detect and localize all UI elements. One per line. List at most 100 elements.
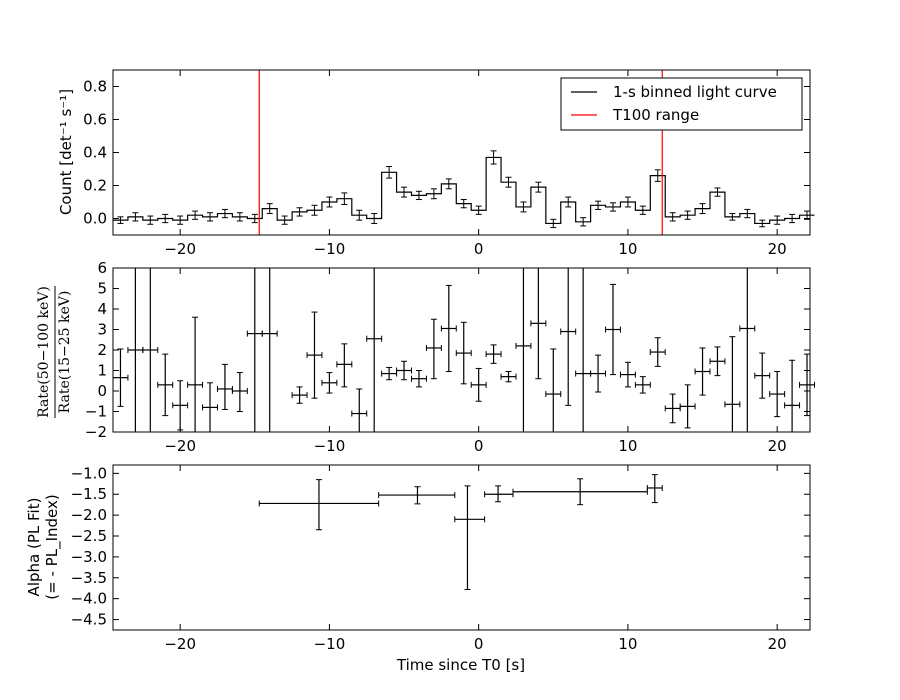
light-curve-errorbar bbox=[281, 215, 288, 225]
hardness-xtick-label: 0 bbox=[474, 437, 484, 455]
light-curve-errorbar bbox=[177, 215, 184, 225]
hardness-point bbox=[157, 353, 174, 417]
light-curve-xtick-label: 0 bbox=[474, 240, 484, 258]
alpha-ytick-label: −4.5 bbox=[71, 611, 107, 629]
light-curve-errorbar bbox=[774, 215, 781, 225]
hardness-xtick-label: 10 bbox=[618, 437, 637, 455]
hardness-point bbox=[545, 348, 562, 432]
hardness-point bbox=[261, 268, 278, 432]
hardness-point bbox=[187, 316, 204, 432]
alpha-ytick-label: −3.5 bbox=[71, 569, 107, 587]
legend-label-light-curve: 1-s binned light curve bbox=[613, 83, 777, 101]
hardness-point bbox=[649, 337, 666, 367]
hardness-point bbox=[754, 352, 771, 399]
light-curve-errorbar bbox=[684, 210, 691, 220]
hardness-point bbox=[455, 321, 472, 385]
light-curve-errorbar bbox=[251, 213, 258, 224]
light-curve-errorbar bbox=[371, 213, 378, 224]
light-curve-errorbar bbox=[609, 202, 616, 212]
legend-box bbox=[560, 77, 803, 131]
alpha-point bbox=[454, 485, 486, 590]
hardness-point bbox=[336, 343, 353, 388]
hardness-point bbox=[799, 353, 815, 417]
alpha-xtick-label: −10 bbox=[314, 635, 346, 653]
hardness-point bbox=[709, 346, 726, 377]
hardness-point bbox=[590, 354, 607, 393]
light-curve-errorbar bbox=[147, 215, 154, 225]
light-curve-errorbar bbox=[624, 196, 631, 208]
alpha-xtick-label: 0 bbox=[474, 635, 484, 653]
light-curve-errorbar bbox=[207, 212, 214, 222]
alpha-ylabel-line1: Alpha (PL Fit) bbox=[25, 498, 43, 597]
light-curve-errorbar bbox=[565, 196, 572, 208]
alpha-ytick-label: −1.5 bbox=[71, 485, 107, 503]
light-curve-errorbar bbox=[804, 210, 811, 220]
alpha-point bbox=[378, 486, 456, 505]
light-curve-xtick-label: −10 bbox=[314, 240, 346, 258]
light-curve-errorbar bbox=[744, 208, 751, 219]
alpha-point bbox=[484, 485, 514, 503]
light-curve-errorbar bbox=[132, 212, 139, 222]
alpha-xtick-label: 10 bbox=[618, 635, 637, 653]
alpha-xtick-label: −20 bbox=[164, 635, 196, 653]
light-curve-ytick-label: 0.2 bbox=[83, 177, 107, 195]
hardness-point bbox=[724, 336, 741, 432]
hardness-point bbox=[216, 363, 233, 410]
light-curve-errorbar bbox=[266, 203, 273, 215]
alpha-xtick-label: 20 bbox=[768, 635, 787, 653]
legend-label-t100: T100 range bbox=[612, 106, 699, 124]
light-curve-xtick-label: −20 bbox=[164, 240, 196, 258]
hardness-point bbox=[694, 347, 711, 396]
alpha-point bbox=[512, 478, 648, 506]
hardness-point bbox=[366, 268, 383, 432]
light-curve-xtick-label: 20 bbox=[768, 240, 787, 258]
alpha-point bbox=[646, 474, 663, 504]
light-curve-errorbar bbox=[356, 209, 363, 221]
light-curve-errorbar bbox=[639, 205, 646, 215]
light-curve-errorbar bbox=[326, 196, 333, 208]
light-curve-errorbar bbox=[221, 208, 228, 219]
light-curve-errorbar bbox=[490, 150, 497, 165]
alpha-axes-frame bbox=[112, 464, 811, 631]
light-curve-errorbar bbox=[654, 169, 661, 182]
hardness-ylabel-numerator: Rate(50−100 keV) bbox=[36, 286, 52, 418]
hardness-point bbox=[560, 268, 577, 406]
light-curve-errorbar bbox=[595, 200, 602, 210]
alpha-plot-area bbox=[113, 465, 810, 630]
hardness-ytick-label: 4 bbox=[97, 300, 107, 318]
light-curve-errorbar bbox=[520, 201, 527, 213]
hardness-ytick-label: 1 bbox=[97, 362, 107, 380]
alpha-ytick-label: −2.5 bbox=[71, 527, 107, 545]
hardness-ytick-label: −2 bbox=[85, 423, 107, 441]
hardness-point bbox=[470, 367, 487, 402]
hardness-point bbox=[396, 360, 413, 381]
hardness-point bbox=[485, 344, 502, 364]
hardness-point bbox=[172, 380, 189, 431]
light-curve-errorbar bbox=[341, 192, 348, 205]
hardness-point bbox=[321, 372, 338, 394]
hardness-ylabel: Rate(50−100 keV) Rate(15−25 keV) bbox=[36, 286, 73, 418]
hardness-xtick-label: 20 bbox=[768, 437, 787, 455]
alpha-ytick-label: −4.0 bbox=[71, 590, 107, 608]
light-curve-ylabel: Count [det⁻¹ s⁻¹] bbox=[57, 89, 75, 215]
alpha-ytick-label: −1.0 bbox=[71, 464, 107, 482]
hardness-point bbox=[769, 371, 786, 418]
light-curve-errorbar bbox=[580, 217, 587, 227]
light-curve-errorbar bbox=[236, 212, 243, 222]
hardness-ylabel-denominator: Rate(15−25 keV) bbox=[57, 291, 73, 414]
hardness-ytick-label: 6 bbox=[97, 259, 107, 277]
light-curve-errorbar bbox=[550, 218, 557, 229]
hardness-ytick-label: −1 bbox=[85, 403, 107, 421]
light-curve-ytick-label: 0.0 bbox=[83, 210, 107, 228]
hardness-xtick-label: −10 bbox=[314, 437, 346, 455]
light-curve-errorbar bbox=[699, 203, 706, 215]
light-curve-xtick-label: 10 bbox=[618, 240, 637, 258]
hardness-point bbox=[605, 283, 621, 376]
light-curve-errorbar bbox=[117, 216, 124, 224]
light-curve-ytick-label: 0.4 bbox=[83, 144, 107, 162]
hardness-point bbox=[500, 371, 517, 383]
alpha-ytick-label: −3.0 bbox=[71, 548, 107, 566]
light-curve-panel: −20 −10 0 10 20 0.0 0.2 0.4 0.6 0.8 Count [det⁻¹ … bbox=[57, 69, 815, 258]
hardness-ytick-label: 5 bbox=[97, 280, 107, 298]
hardness-point bbox=[619, 361, 636, 388]
